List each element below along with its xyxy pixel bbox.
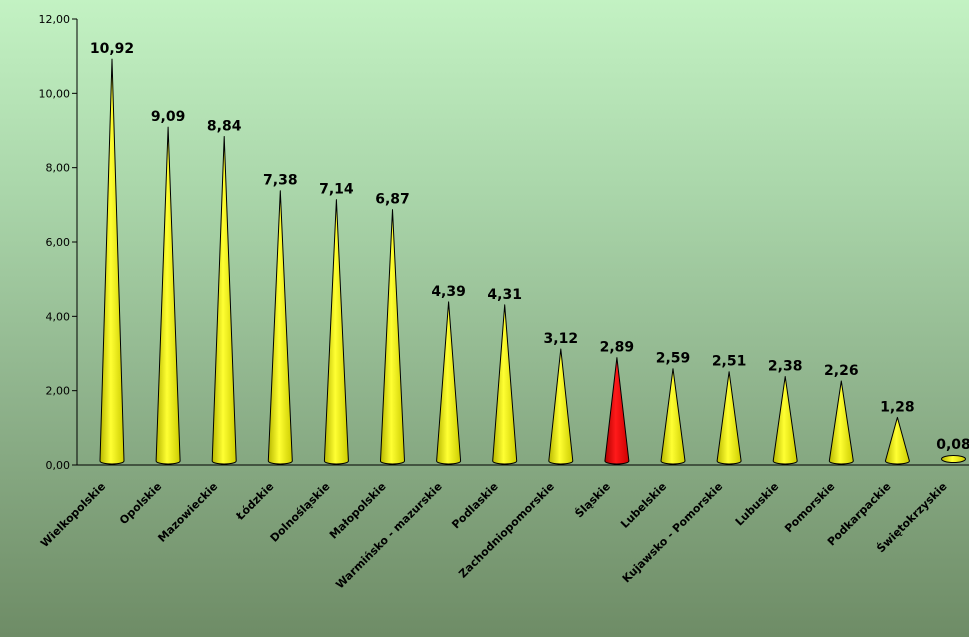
- y-tick-label: 10,00: [39, 87, 71, 100]
- data-label: 7,14: [319, 182, 354, 198]
- category-label: Podlaskie: [449, 480, 500, 531]
- bar: [155, 126, 181, 465]
- data-label: 6,87: [375, 192, 410, 208]
- bar: [660, 368, 686, 465]
- y-tick-label: 4,00: [46, 310, 71, 323]
- data-label: 9,09: [151, 109, 186, 125]
- category-label: Zachodniopomorskie: [456, 480, 557, 581]
- bar: [941, 455, 966, 463]
- bar: [380, 209, 405, 465]
- category-label: Pomorskie: [782, 480, 837, 535]
- bar: [211, 135, 237, 465]
- data-label: 2,26: [824, 363, 859, 379]
- category-label: Dolnośląskie: [268, 480, 333, 545]
- bar: [99, 58, 125, 465]
- y-tick-label: 8,00: [46, 162, 71, 175]
- bar: [828, 380, 854, 465]
- y-tick-label: 6,00: [46, 236, 71, 249]
- y-axis: 0,00 2,00 4,00 6,00 8,00 10,00 12,00: [39, 13, 969, 472]
- bar: [772, 376, 798, 465]
- category-label: Mazowieckie: [155, 480, 220, 545]
- data-label: 2,51: [712, 354, 747, 370]
- category-label: Warmińsko - mazurskie: [333, 480, 444, 591]
- category-label: Lubelskie: [618, 480, 669, 531]
- category-label: Wielkopolskie: [38, 480, 108, 550]
- bar: [716, 371, 742, 465]
- bar: [548, 348, 574, 465]
- bar: [436, 301, 462, 465]
- data-label: 2,89: [600, 340, 635, 356]
- y-tick-label: 12,00: [39, 13, 71, 26]
- bar: [267, 190, 293, 465]
- category-label: Śląskie: [573, 480, 613, 520]
- bar: [492, 304, 518, 465]
- data-label: 7,38: [263, 173, 298, 189]
- data-label: 3,12: [544, 331, 579, 347]
- category-label: Łódzkie: [233, 480, 276, 523]
- bar: [604, 357, 630, 465]
- data-label: 2,59: [656, 351, 691, 367]
- data-label: 2,38: [768, 359, 803, 375]
- data-label: 4,31: [487, 287, 522, 303]
- bar: [323, 199, 349, 465]
- category-label: Opolskie: [117, 480, 164, 527]
- data-label: 10,92: [90, 41, 134, 57]
- y-tick-label: 2,00: [46, 385, 71, 398]
- category-label: Lubuskie: [733, 480, 782, 529]
- y-tick-label: 0,00: [46, 459, 71, 472]
- bars: [99, 58, 966, 465]
- category-label: Kujawsko - Pomorskie: [620, 480, 725, 585]
- data-label: 0,08: [936, 437, 969, 453]
- data-label: 8,84: [207, 118, 242, 134]
- data-label: 4,39: [431, 284, 466, 300]
- bar: [884, 416, 910, 465]
- data-labels: 10,92 9,09 8,84 7,38 7,14 6,87 4,39 4,31 3,12 2,8…: [90, 41, 969, 453]
- data-label: 1,28: [880, 399, 915, 415]
- category-label: Małopolskie: [327, 480, 389, 542]
